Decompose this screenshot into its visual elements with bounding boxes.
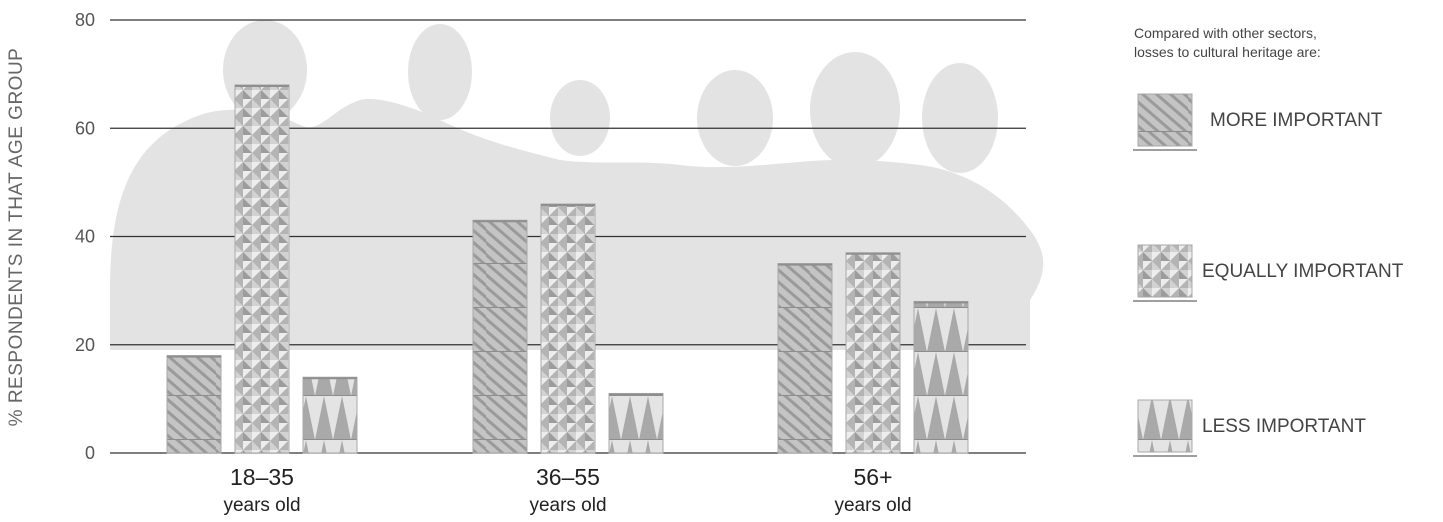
- legend-swatch-diagonal-stripes: [1137, 93, 1193, 147]
- bar-vertical-triangles-1: [302, 376, 358, 454]
- legend: Compared with other sectors, losses to cu…: [1133, 25, 1404, 457]
- legend-swatch-triangle-checker: [1137, 244, 1193, 298]
- bar-triangle-checker-2: [540, 203, 596, 454]
- bar-diagonal-stripes-1: [166, 355, 222, 454]
- legend-label: LESS IMPORTANT: [1202, 416, 1366, 437]
- y-axis-ticks: 0 20 40 60 80: [75, 10, 95, 463]
- y-axis-label: % RESPONDENTS IN THAT AGE GROUP: [6, 48, 27, 427]
- x-category-sublabel: years old: [529, 495, 606, 516]
- y-tick-label: 80: [75, 10, 95, 30]
- legend-title: Compared with other sectors, losses to cu…: [1134, 25, 1321, 60]
- legend-label: MORE IMPORTANT: [1210, 110, 1383, 131]
- x-category-label: 56+: [853, 464, 892, 490]
- bar-diagonal-stripes-2: [472, 219, 528, 454]
- y-tick-label: 60: [75, 118, 95, 138]
- legend-swatch-vertical-triangles: [1137, 399, 1193, 453]
- bars: [166, 84, 969, 454]
- bar-triangle-checker-3: [845, 252, 901, 454]
- bar-diagonal-stripes-3: [777, 263, 833, 454]
- x-category-label: 18–35: [230, 464, 294, 490]
- y-tick-label: 0: [85, 443, 95, 463]
- x-axis-labels: 18–35 years old 36–55 years old 56+ years old: [223, 464, 911, 516]
- bar-vertical-triangles-3: [913, 300, 969, 454]
- y-tick-label: 20: [75, 335, 95, 355]
- bar-triangle-checker-1: [234, 84, 290, 454]
- x-category-sublabel: years old: [834, 495, 911, 516]
- y-tick-label: 40: [75, 227, 95, 247]
- x-category-label: 36–55: [536, 464, 600, 490]
- legend-label: EQUALLY IMPORTANT: [1202, 261, 1404, 282]
- x-category-sublabel: years old: [223, 495, 300, 516]
- bar-vertical-triangles-2: [608, 392, 664, 454]
